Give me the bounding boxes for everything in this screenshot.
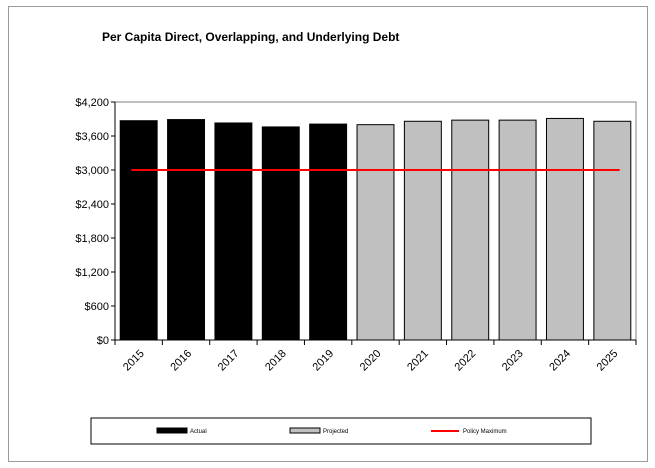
bar-projected-2024 xyxy=(545,117,584,341)
y-tick-label: $3,600 xyxy=(75,131,109,143)
bar-actual-2018 xyxy=(261,126,300,341)
bar-actual-2015 xyxy=(119,120,158,341)
bar-actual-2019 xyxy=(309,123,348,341)
x-tick-label: 2025 xyxy=(595,348,621,374)
chart-title: Per Capita Direct, Overlapping, and Unde… xyxy=(102,30,399,44)
legend-swatch-actual xyxy=(156,427,188,434)
y-tick-label: $1,800 xyxy=(75,233,109,245)
x-tick-label: 2019 xyxy=(310,348,336,374)
y-tick-label: $3,000 xyxy=(75,165,109,177)
x-tick-label: 2015 xyxy=(121,348,147,374)
x-tick-label: 2020 xyxy=(358,348,384,374)
plot-area: $0 $600 $1,200 $1,800 $2,400 $3,000 $3,600 $4,2… xyxy=(75,97,637,374)
bar-projected-2023 xyxy=(498,119,537,341)
x-tick-label: 2017 xyxy=(216,348,242,374)
bar-projected-2021 xyxy=(403,120,442,341)
bar-projected-2020 xyxy=(356,124,395,341)
x-tick-label: 2021 xyxy=(405,348,431,374)
y-tick-label: $2,400 xyxy=(75,199,109,211)
y-tick-label: $0 xyxy=(97,335,109,347)
y-tick-label: $4,200 xyxy=(75,97,109,109)
bar-actual-2016 xyxy=(167,119,206,341)
chart-canvas: Per Capita Direct, Overlapping, and Unde… xyxy=(75,30,637,445)
y-tick-label: $1,200 xyxy=(75,267,109,279)
bar-projected-2025 xyxy=(593,120,632,341)
legend-label-projected: Projected xyxy=(323,429,348,435)
legend-label-actual: Actual xyxy=(190,429,207,435)
legend-swatch-projected xyxy=(289,427,321,434)
x-tick-label: 2016 xyxy=(168,348,194,374)
legend: Actual Projected Policy Maximum xyxy=(90,417,592,445)
y-tick-label: $600 xyxy=(85,301,109,313)
bar-projected-2022 xyxy=(451,119,490,341)
x-tick-label: 2022 xyxy=(453,348,479,374)
bar-actual-2017 xyxy=(214,122,253,341)
chart-frame: Per Capita Direct, Overlapping, and Unde… xyxy=(8,6,648,462)
x-tick-label: 2024 xyxy=(547,348,573,374)
x-tick-label: 2018 xyxy=(263,348,289,374)
legend-label-policy-maximum: Policy Maximum xyxy=(463,429,507,435)
x-tick-label: 2023 xyxy=(500,348,526,374)
